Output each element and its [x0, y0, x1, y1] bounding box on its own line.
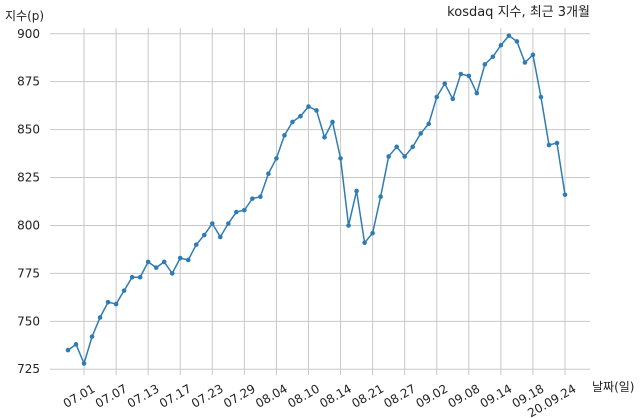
data-point: [346, 223, 351, 228]
data-point: [458, 71, 464, 77]
data-point: [65, 347, 71, 353]
data-point: [161, 259, 167, 265]
x-tick-label: 07.07: [93, 381, 130, 410]
data-point: [514, 39, 520, 44]
data-point: [506, 33, 512, 38]
x-tick-label: 07.01: [61, 381, 98, 410]
x-tick-label: 08.04: [253, 381, 290, 410]
x-axis-label: 날짜(일): [592, 380, 634, 394]
data-point: [354, 188, 359, 194]
data-point: [306, 104, 311, 109]
data-point: [530, 52, 536, 58]
y-tick-label: 750: [17, 314, 40, 328]
data-point: [81, 361, 87, 366]
data-point: [522, 60, 528, 65]
chart-title: kosdaq 지수, 최근 3개월: [447, 5, 590, 20]
data-point: [73, 342, 79, 347]
y-tick-label: 875: [17, 75, 40, 89]
series-layer: [65, 33, 568, 366]
x-tick-label: 07.13: [125, 381, 162, 410]
data-point: [418, 131, 424, 136]
y-tick-label: 825: [17, 171, 40, 185]
x-tick-label: 09.02: [413, 381, 450, 410]
data-point: [426, 121, 432, 127]
x-tick-label: 08.27: [381, 381, 418, 410]
data-point: [546, 142, 552, 148]
data-point: [266, 171, 271, 177]
data-point: [113, 301, 119, 307]
data-point: [193, 242, 199, 247]
data-point: [145, 259, 151, 265]
y-tick-label: 725: [17, 362, 40, 376]
x-tick-label: 08.21: [349, 381, 386, 410]
y-tick-label: 900: [17, 27, 40, 41]
data-point: [338, 156, 343, 161]
data-point: [89, 334, 95, 339]
x-tick-label: 09.08: [446, 381, 483, 410]
x-tick-label: 07.23: [189, 381, 226, 410]
grid: [50, 28, 590, 375]
y-axis-label: 지수(p): [5, 9, 44, 23]
data-point: [209, 221, 215, 226]
y-axis-ticks: 725 750 775 800 825 850 875 900: [17, 27, 40, 376]
data-point: [97, 315, 103, 320]
x-tick-label: 08.10: [285, 381, 322, 410]
data-point: [538, 94, 544, 100]
data-point: [129, 274, 135, 280]
data-point: [442, 81, 448, 86]
data-point: [290, 119, 295, 125]
data-point: [153, 265, 159, 270]
data-point: [121, 288, 127, 293]
data-point: [474, 90, 480, 96]
x-tick-label: 07.17: [157, 381, 194, 410]
data-point: [330, 119, 335, 125]
x-tick-label: 09.14: [478, 381, 515, 410]
data-point: [322, 134, 327, 140]
data-point: [386, 154, 391, 159]
series-line: [67, 34, 566, 366]
data-point: [466, 73, 472, 79]
y-tick-label: 775: [17, 266, 40, 280]
data-point: [434, 94, 440, 100]
data-point: [482, 62, 488, 67]
x-tick-label: 08.14: [317, 381, 354, 410]
data-point: [282, 133, 287, 138]
data-point: [314, 108, 319, 113]
y-tick-label: 850: [17, 123, 40, 137]
data-point: [258, 194, 263, 200]
data-point: [105, 299, 111, 305]
data-point: [498, 42, 504, 48]
data-point: [169, 271, 175, 276]
data-point: [201, 232, 207, 238]
data-point: [562, 192, 568, 198]
data-point: [226, 221, 231, 226]
data-point: [218, 234, 223, 240]
data-point: [185, 257, 191, 263]
y-tick-label: 800: [17, 218, 40, 232]
data-point: [410, 144, 415, 150]
data-point: [250, 196, 255, 201]
x-tick-label: 07.29: [221, 381, 258, 410]
data-point: [402, 154, 407, 159]
data-point: [274, 156, 279, 161]
data-point: [394, 144, 399, 150]
data-point: [554, 140, 560, 146]
data-point: [298, 113, 303, 119]
data-point: [242, 207, 247, 213]
data-point: [234, 209, 239, 215]
data-point: [378, 194, 383, 200]
data-point: [177, 255, 183, 261]
x-axis-ticks: 07.0107.0707.1307.1707.2307.2908.0408.10…: [61, 381, 579, 418]
data-point: [450, 96, 456, 102]
data-point: [137, 274, 143, 280]
data-point: [490, 54, 496, 60]
data-point: [370, 230, 375, 236]
data-point: [362, 240, 367, 246]
